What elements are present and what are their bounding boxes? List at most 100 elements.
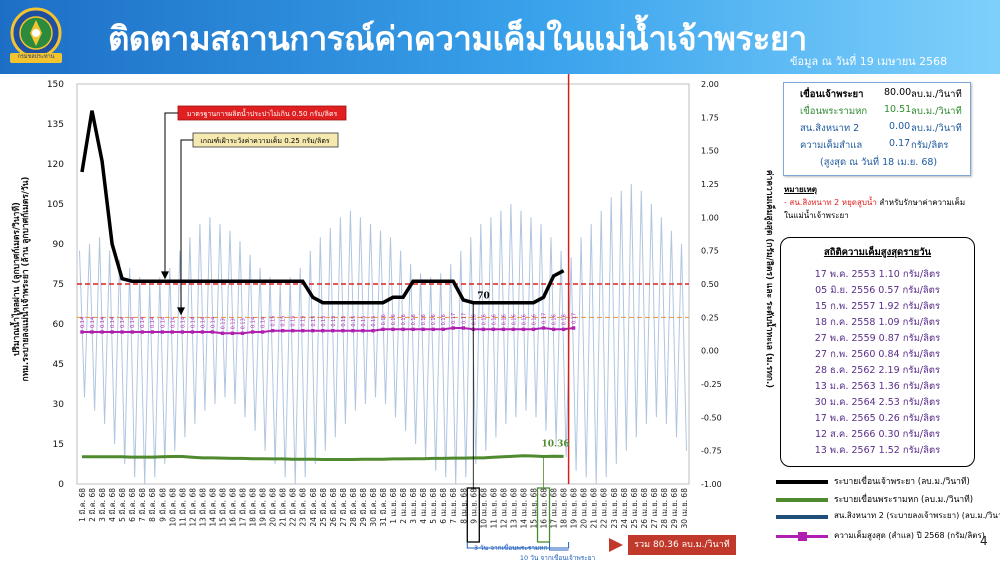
legend-label: ความเค็มสูงสุด (สำแล) ปี 2568 (กรัม/ลิตร… — [834, 531, 985, 540]
stats-title: สถิติความเค็มสูงสุดรายวัน — [823, 247, 932, 258]
salinity-point — [321, 329, 325, 333]
x-tick-label: 12 มี.ค. 68 — [188, 488, 197, 527]
salinity-data-label: 0.16 — [441, 314, 447, 325]
info-unit: กรัม/ลิตร — [911, 140, 949, 151]
salinity-data-label: 0.17 — [542, 313, 548, 324]
x-tick-label: 26 เม.ย. 68 — [640, 488, 649, 529]
salinity-data-label: 0.15 — [321, 316, 327, 327]
x-tick-label: 22 เม.ย. 68 — [600, 488, 609, 529]
right-tick-label: 1.75 — [701, 113, 719, 122]
right-tick-label: 0.75 — [701, 247, 719, 256]
salinity-data-label: 0.14 — [251, 317, 257, 328]
salinity-data-label: 0.14 — [100, 317, 106, 328]
x-tick-label: 11 มี.ค. 68 — [178, 488, 187, 527]
info-row-salinity: ความเค็มสำแล 0.17 กรัม/ลิตร — [784, 138, 970, 154]
salinity-data-label: 0.15 — [301, 316, 307, 327]
x-tick-label: 3 มี.ค. 68 — [98, 488, 107, 522]
chao-phraya-date-box — [466, 487, 480, 543]
legend-item-rama6: ระบายเขื่อนพระรามหก (ลบ.ม./วินาที) — [776, 492, 996, 506]
salinity-data-label: 0.14 — [200, 317, 206, 328]
stats-row: 13 ม.ค. 2563 1.36 กรัม/ลิตร — [814, 381, 941, 392]
x-tick-label: 29 มี.ค. 68 — [359, 488, 368, 527]
salinity-data-label: 0.14 — [80, 317, 86, 328]
salinity-point — [561, 327, 566, 331]
right-tick-label: 1.00 — [701, 213, 719, 222]
legend-item-salinity: ความเค็มสูงสุด (สำแล) ปี 2568 (กรัม/ลิตร… — [776, 529, 996, 543]
x-tick-label: 26 มี.ค. 68 — [329, 488, 338, 527]
right-tick-label: -0.25 — [701, 380, 722, 389]
salinity-data-label: 0.13 — [220, 318, 226, 329]
x-tick-label: 23 มี.ค. 68 — [299, 488, 308, 527]
page-number: 4 — [980, 534, 988, 548]
chao-phraya-line — [80, 110, 565, 305]
tide-line — [79, 183, 687, 485]
stats-row: 12 ส.ค. 2566 0.30 กรัม/ลิตร — [814, 429, 941, 440]
info-value: 0.00 — [889, 121, 911, 132]
x-tick-label: 6 เม.ย. 68 — [439, 488, 448, 524]
right-tick-label: 2.00 — [701, 80, 719, 89]
salinity-point — [180, 330, 184, 334]
salinity-data-label: 0.15 — [281, 316, 287, 327]
salinity-data-label: 0.16 — [511, 314, 517, 325]
salinity-data-label: 0.16 — [491, 314, 497, 325]
info-label: สน.สิงหนาท 2 — [800, 123, 860, 134]
salinity-point — [551, 327, 556, 331]
left-tick-label: 90 — [53, 240, 65, 250]
x-tick-label: 27 เม.ย. 68 — [650, 488, 659, 529]
salinity-point — [150, 330, 154, 334]
header-banner: กรมชลประทาน ติดตามสถานการณ์ค่าความเค็มใน… — [0, 0, 1000, 74]
x-tick-label: 24 มี.ค. 68 — [309, 488, 318, 527]
stats-row: 13 พ.ค. 2567 1.52 กรัม/ลิตร — [814, 445, 941, 456]
rama6-line — [82, 454, 564, 461]
stats-row: 18 ก.ค. 2558 1.09 กรัม/ลิตร — [814, 317, 941, 328]
legend-marker — [798, 532, 807, 541]
logo-caption: กรมชลประทาน — [17, 54, 55, 60]
x-tick-label: 6 มี.ค. 68 — [128, 488, 137, 522]
travel-label-chao-phraya: 10 วัน จากเขื่อนเจ้าพระยา — [520, 553, 596, 562]
salinity-data-label: 0.14 — [180, 317, 186, 328]
info-value: 80.00 — [884, 87, 912, 98]
salinity-data-label: 0.14 — [140, 317, 146, 328]
salinity-point — [421, 327, 425, 331]
salinity-point — [521, 327, 526, 331]
x-tick-label: 9 มี.ค. 68 — [158, 488, 167, 522]
right-tick-label: 0.50 — [701, 280, 719, 289]
salinity-data-label: 0.15 — [331, 316, 337, 327]
salinity-data-label: 0.16 — [381, 314, 387, 325]
info-value: 10.51 — [884, 104, 912, 115]
info-value: 0.17 — [889, 138, 911, 149]
salinity-point — [200, 330, 205, 334]
x-tick-label: 23 เม.ย. 68 — [610, 488, 619, 529]
salinity-point — [411, 327, 415, 331]
x-tick-label: 16 เม.ย. 68 — [540, 488, 549, 529]
remark-line-prefix: - สน.สิงหนาท 2 หยุดสูบน้ำ — [784, 198, 877, 207]
x-tick-label: 20 มี.ค. 68 — [269, 488, 278, 527]
x-tick-label: 4 มี.ค. 68 — [108, 488, 117, 522]
x-tick-label: 28 เม.ย. 68 — [660, 488, 669, 529]
remark-line-2: ในแม่น้ำเจ้าพระยา — [784, 211, 849, 220]
salinity-data-label: 0.14 — [90, 317, 96, 328]
salinity-point — [220, 331, 225, 335]
salinity-data-label: 0.16 — [501, 314, 507, 325]
info-footnote-row: (สูงสุด ณ วันที่ 18 เม.ย. 68) — [784, 155, 970, 171]
x-tick-label: 13 เม.ย. 68 — [509, 488, 518, 529]
salinity-point — [341, 329, 345, 333]
right-tick-label: -0.50 — [701, 413, 722, 422]
salinity-point — [401, 327, 405, 331]
salinity-data-label: 0.16 — [431, 314, 437, 325]
salinity-point — [541, 326, 546, 330]
left-tick-label: 60 — [53, 320, 65, 330]
x-tick-label: 21 เม.ย. 68 — [590, 488, 599, 529]
x-tick-label: 8 มี.ค. 68 — [148, 488, 157, 522]
salinity-data-label: 0.15 — [311, 316, 317, 327]
salinity-data-label: 0.16 — [401, 314, 407, 325]
watch-threshold-label: เกณฑ์เฝ้าระวังค่าความเค็ม 0.25 กรัม/ลิตร — [200, 136, 330, 145]
x-tick-label: 31 มี.ค. 68 — [379, 488, 388, 527]
travel-bracket-rama6 — [549, 542, 569, 551]
x-tick-label: 15 เม.ย. 68 — [529, 488, 538, 529]
stats-row: 28 ธ.ค. 2562 2.19 กรัม/ลิตร — [814, 365, 941, 376]
salinity-point — [431, 327, 435, 331]
rid-logo-icon — [10, 7, 62, 63]
left-tick-label: 75 — [53, 280, 64, 290]
standard-threshold-label: มาตรฐานการผลิตน้ำประปาไม่เกิน 0.50 กรัม/… — [187, 107, 338, 118]
